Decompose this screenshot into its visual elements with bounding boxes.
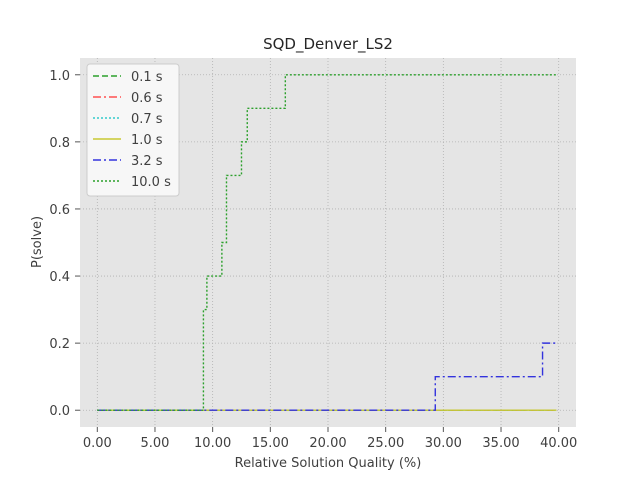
x-tick-label: 10.00 — [194, 436, 231, 451]
x-tick-label: 5.00 — [141, 436, 170, 451]
x-tick-label: 30.00 — [425, 436, 462, 451]
series-line — [97, 342, 557, 411]
y-tick-label: 0.0 — [49, 404, 70, 419]
legend: 0.1 s 0.6 s 0.7 s 1.0 s 3.2 s 10.0 s — [86, 63, 180, 197]
x-tick-label: 0.00 — [83, 436, 112, 451]
y-tick-label: 0.6 — [49, 203, 70, 218]
legend-label: 1.0 s — [131, 133, 163, 148]
x-tick-label: 40.00 — [540, 436, 577, 451]
chart-title: SQD_Denver_LS2 — [263, 35, 393, 54]
legend-label: 3.2 s — [131, 154, 163, 169]
ticks: 0.00 5.00 10.00 15.00 20.00 25.00 30.00 35.00 40… — [49, 69, 577, 451]
y-tick-label: 1.0 — [49, 69, 70, 84]
series-line — [97, 74, 557, 411]
x-tick-label: 35.00 — [482, 436, 519, 451]
y-tick-label: 0.8 — [49, 136, 70, 151]
x-tick-label: 20.00 — [309, 436, 346, 451]
legend-label: 0.6 s — [131, 91, 163, 106]
x-tick-label: 25.00 — [367, 436, 404, 451]
legend-label: 0.1 s — [131, 70, 163, 85]
series-layer — [97, 74, 557, 411]
legend-label: 10.0 s — [131, 175, 171, 190]
legend-label: 0.7 s — [131, 112, 163, 127]
x-axis-label: Relative Solution Quality (%) — [235, 456, 422, 471]
y-tick-label: 0.2 — [49, 337, 70, 352]
y-tick-label: 0.4 — [49, 270, 70, 285]
x-tick-label: 15.00 — [252, 436, 289, 451]
y-axis-label: P(solve) — [30, 216, 45, 268]
